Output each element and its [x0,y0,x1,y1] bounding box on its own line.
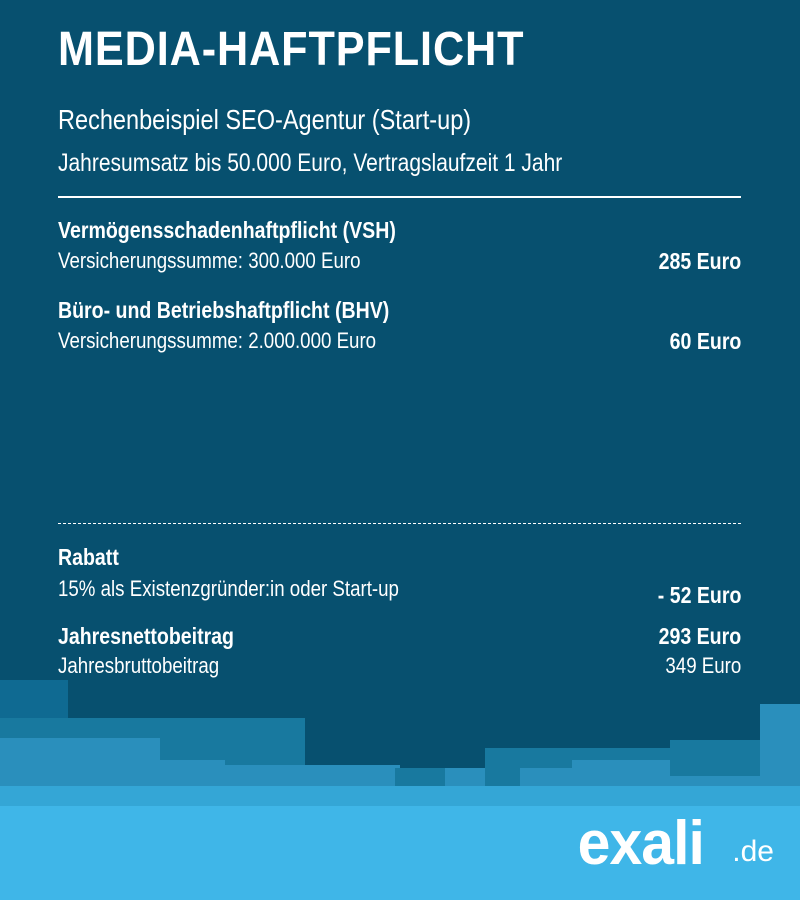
item-price: 285 Euro [658,248,741,274]
discount-price: - 52 Euro [657,582,741,608]
logo-name: exali [577,809,705,878]
item-heading: Vermögensschadenhaftpflicht (VSH) [58,217,396,243]
discount-detail: 15% als Existenzgründer:in oder Start-up [58,576,399,601]
item-price: 60 Euro [669,328,741,354]
item-heading: Büro- und Betriebshaftpflicht (BHV) [58,297,390,323]
net-price: 293 Euro [658,623,741,649]
item-detail: Versicherungssumme: 2.000.000 Euro [58,328,377,353]
gross-label: Jahresbruttobeitrag [58,653,220,678]
page-title: MEDIA-HAFTPFLICHT [58,23,525,76]
divider-solid [58,196,741,198]
item-detail: Versicherungssumme: 300.000 Euro [58,248,361,273]
subline: Jahresumsatz bis 50.000 Euro, Vertragsla… [58,149,563,177]
net-label: Jahresnettobeitrag [58,623,235,649]
divider-dashed [58,523,741,524]
gross-price: 349 Euro [665,653,741,678]
discount-heading: Rabatt [58,544,119,570]
exali-logo: exali .de [554,800,774,880]
subtitle: Rechenbeispiel SEO-Agentur (Start-up) [58,104,472,135]
logo-tld: .de [732,835,774,868]
